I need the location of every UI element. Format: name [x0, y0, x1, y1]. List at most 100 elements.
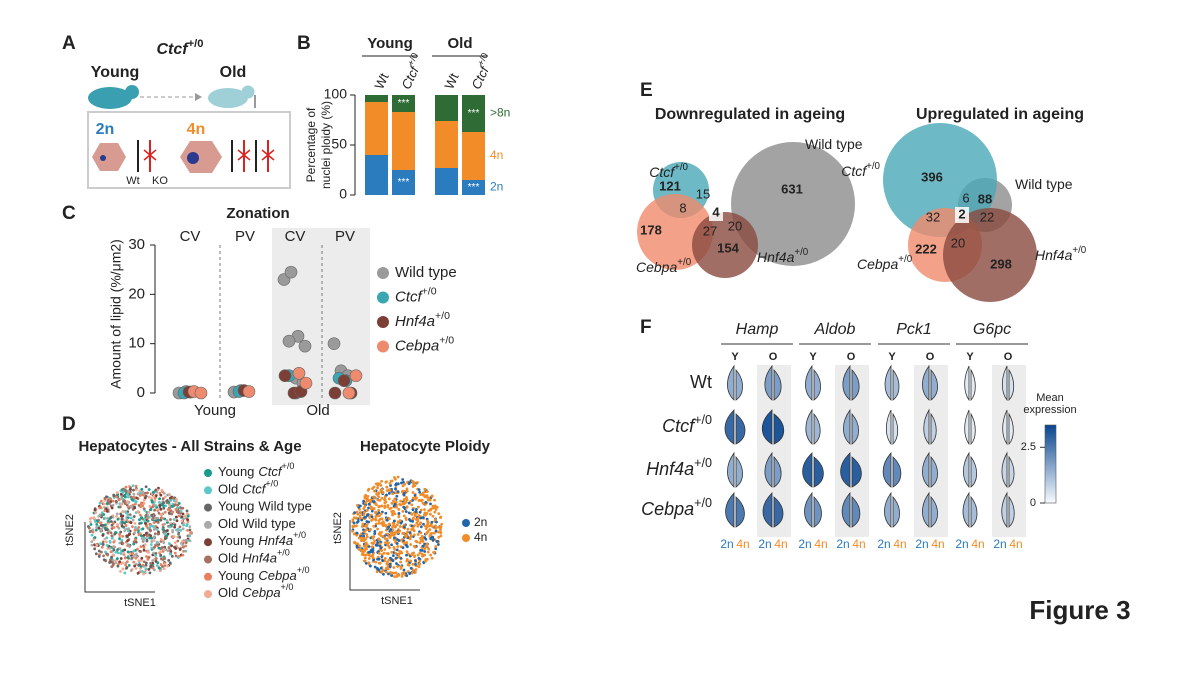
tsne-dot [387, 497, 391, 501]
violin-4n [773, 496, 784, 528]
zone-label: CV [180, 228, 201, 245]
tsne-dot [95, 543, 99, 547]
tsne-dot [428, 528, 432, 531]
tsne-dot [380, 504, 384, 508]
tsne-dot [426, 550, 430, 554]
tsne-dot [119, 557, 123, 560]
tsne-dot [124, 485, 128, 489]
tsne-dot [177, 514, 181, 518]
tsne-dot [418, 562, 422, 566]
y-tick-label: 0 [339, 186, 347, 202]
axes [349, 520, 420, 591]
tsne-dot [134, 540, 138, 544]
tsne-dot [140, 516, 143, 520]
tsne-dot [437, 525, 440, 529]
ploidy-label: 4n [852, 537, 865, 551]
ploidy-label: 2n [877, 537, 890, 551]
tsne-dot [116, 564, 120, 568]
tsne-dot [415, 521, 419, 525]
tsne-dot [386, 532, 390, 536]
tsne-dot [377, 508, 381, 512]
colorbar-tick-label: 0 [1030, 497, 1036, 509]
tsne-dot [107, 499, 110, 502]
tsne-dot [147, 567, 151, 571]
tsne-dot [152, 494, 156, 498]
tsne-dot [165, 498, 169, 502]
tsne-dot [150, 497, 153, 500]
tsne-dot [184, 549, 188, 553]
violin-4n [813, 412, 821, 445]
tsne-dot [406, 527, 410, 531]
tsne-dot [374, 543, 378, 547]
tsne-dot [385, 552, 389, 555]
tsne-dot [182, 549, 186, 553]
tsne-dot [141, 493, 145, 497]
violin-4n [851, 456, 862, 488]
tsne-dot [394, 483, 398, 487]
tsne-dot [409, 543, 413, 546]
tsne-dot [150, 540, 154, 543]
tsne-dot [370, 509, 374, 513]
violin-4n [930, 455, 938, 488]
legend-label: 4n [474, 530, 487, 544]
point [349, 369, 363, 383]
tsne-dot [129, 521, 133, 524]
tsne-dot [380, 549, 384, 553]
violin-4n [773, 455, 782, 488]
label-name: Ctcf [242, 482, 267, 497]
legend-marker [377, 340, 389, 353]
violin-4n [970, 455, 978, 488]
tsne-dot [419, 539, 423, 543]
tsne-dot [99, 542, 102, 546]
violin-2n [964, 365, 970, 402]
tsne-dot [144, 494, 148, 498]
tsne-dot [189, 531, 193, 535]
label-sup: +/0 [694, 496, 712, 510]
point [328, 386, 342, 400]
tsne-dot [153, 526, 157, 530]
tsne-dot [388, 488, 392, 492]
tsne-dot [429, 537, 433, 540]
tsne-dot [91, 530, 95, 534]
tsne-dot [425, 490, 429, 493]
tsne-dot [382, 572, 385, 576]
tsne-dot [186, 539, 190, 542]
tsne-dot [435, 520, 438, 524]
tsne-dot [98, 501, 102, 505]
tsne-dot [364, 561, 368, 565]
label-sup: +/0 [677, 257, 691, 268]
tsne-dot [373, 532, 377, 536]
tsne-dot [126, 500, 129, 504]
tsne-dot [423, 524, 427, 528]
tsne-dot [365, 535, 369, 539]
tsne-dot [124, 566, 128, 570]
venn-set-label: Cebpa+/0 [636, 257, 692, 275]
tsne-dot [134, 500, 138, 504]
tsne-dot [157, 546, 161, 550]
tsne-dot [429, 507, 433, 511]
tsne-dot [158, 566, 161, 570]
legend-label: Old Hnf4a+/0 [218, 548, 290, 566]
legend-label: 2n [474, 515, 487, 529]
tsne-dot [434, 524, 437, 528]
tsne-dot [89, 523, 93, 526]
venn-count: 121 [659, 178, 681, 193]
tsne-dot [147, 510, 151, 514]
legend-label: Young Hnf4a+/0 [218, 531, 306, 549]
label-name: Hnf4a [242, 551, 277, 566]
tsne-dot [152, 535, 156, 539]
tsne-dot [146, 513, 150, 517]
violin-4n [970, 368, 976, 401]
ploidy-label: 2n [836, 537, 849, 551]
tsne-dot [381, 568, 385, 572]
tsne-dot [143, 491, 147, 495]
tsne-dot [379, 566, 383, 570]
tsne-dot [95, 523, 99, 526]
tsne-dot [374, 518, 378, 522]
tsne-dot [401, 546, 405, 550]
tsne-dot [152, 539, 156, 542]
label-prefix: Old [218, 516, 238, 531]
y-axis-label: nuclei ploidy (%) [319, 101, 333, 189]
tsne-dot [378, 544, 382, 548]
violin-2n [841, 491, 851, 528]
